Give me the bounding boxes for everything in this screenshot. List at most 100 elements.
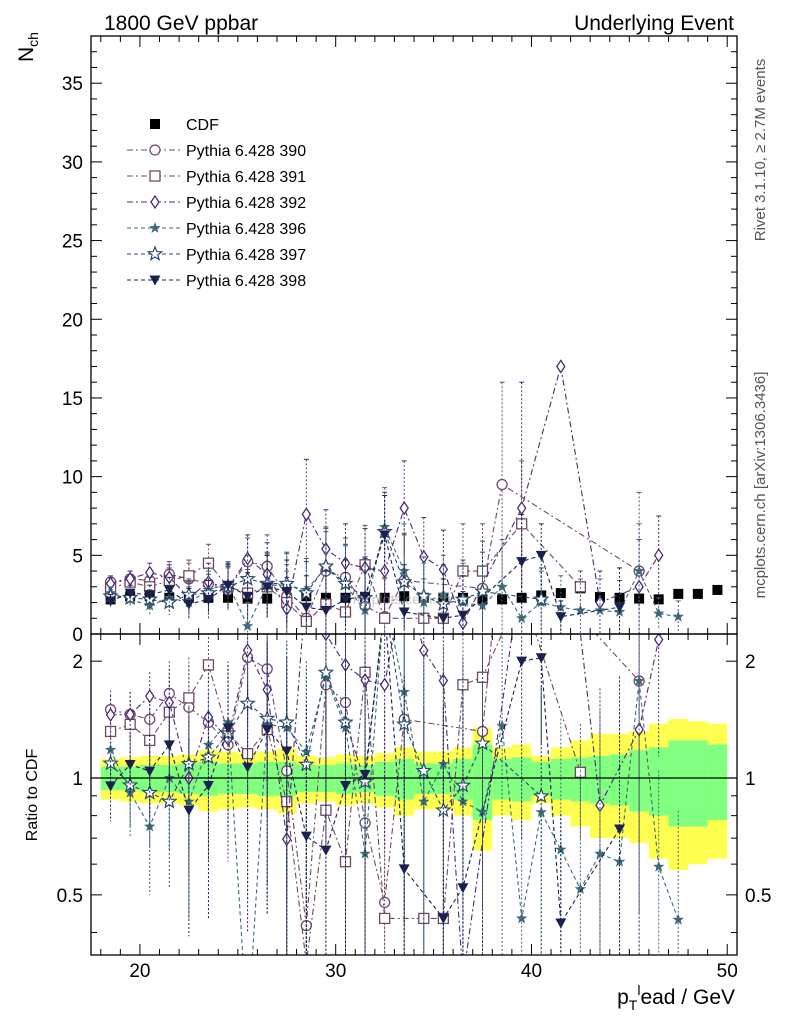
data-point-main xyxy=(535,550,547,561)
data-point-main xyxy=(672,610,684,622)
band-inner xyxy=(707,744,728,820)
band-inner xyxy=(688,740,708,827)
band-inner xyxy=(531,761,552,796)
legend-label: Pythia 6.428 391 xyxy=(186,169,306,186)
data-point-ratio xyxy=(574,883,587,894)
data-point-ratio xyxy=(653,860,665,872)
data-point-ratio xyxy=(160,792,178,809)
legend-entry-p398: Pythia 6.428 398 xyxy=(127,273,306,290)
data-point-main xyxy=(633,565,645,576)
data-point-main xyxy=(301,507,312,522)
y-axis-title-main: Nch xyxy=(15,32,41,62)
data-point-main xyxy=(516,557,528,568)
data-point-ratio xyxy=(222,723,234,734)
legend-label: Pythia 6.428 397 xyxy=(186,247,306,264)
data-point-ratio xyxy=(183,692,195,704)
series-line-ratio xyxy=(110,634,581,955)
data-point-main xyxy=(278,574,295,591)
data-point-ratio xyxy=(396,715,413,732)
band-inner xyxy=(433,763,454,794)
series-line-ratio xyxy=(110,634,542,812)
data-point-ratio xyxy=(454,776,472,793)
data-point-main xyxy=(359,591,371,602)
legend-entry-p397: Pythia 6.428 397 xyxy=(127,245,306,264)
data-point-ratio xyxy=(415,762,432,778)
legend-label: Pythia 6.428 398 xyxy=(186,273,306,290)
data-point-ratio xyxy=(359,769,371,780)
data-point-ratio xyxy=(144,766,156,777)
data-point-main xyxy=(144,599,156,611)
data-point-main xyxy=(653,607,665,619)
data-point-main xyxy=(399,500,409,516)
data-point-ratio xyxy=(105,707,116,723)
x-axis-title-rest: ead / GeV xyxy=(640,986,735,1009)
x-axis-title-subscript: T xyxy=(629,997,638,1013)
data-point-ratio xyxy=(258,710,276,726)
data-point-main xyxy=(379,563,390,579)
data-point-main xyxy=(202,594,214,605)
legend-label: Pythia 6.428 390 xyxy=(186,143,306,160)
data-point-main xyxy=(124,588,136,599)
legend-marker xyxy=(150,119,160,129)
y-tick-label-main: 30 xyxy=(62,153,83,174)
data-point-main xyxy=(437,613,449,624)
data-point-main xyxy=(144,590,156,601)
data-point-ratio xyxy=(359,847,371,859)
data-point-ratio xyxy=(261,725,273,736)
band-inner xyxy=(668,740,689,827)
legend-label: Pythia 6.428 392 xyxy=(186,195,306,212)
axes-layer: 20 30 40 50 0 5 10 15 20 25 30 35 0.5 0.5 1 1 2 2 Nch Ratio… xyxy=(15,32,771,1013)
data-point-main xyxy=(261,582,273,593)
band-inner xyxy=(609,754,630,806)
legend-label: CDF xyxy=(186,117,219,134)
y-tick-label-ratio-left: 1 xyxy=(72,769,83,790)
y-tick-label-ratio-right: 1 xyxy=(745,769,756,790)
mcplots-reference-label: mcplots.cern.ch [arXiv:1306.3436] xyxy=(752,372,769,599)
data-point-main xyxy=(692,588,703,599)
data-point-ratio xyxy=(163,740,175,751)
data-point-main xyxy=(337,574,354,591)
band-inner xyxy=(492,758,512,800)
data-point-ratio xyxy=(300,831,312,842)
data-point-main xyxy=(474,582,491,599)
data-point-main xyxy=(653,548,664,563)
series-line-main xyxy=(110,532,620,619)
y-tick-label-main: 5 xyxy=(72,546,83,567)
data-point-ratio xyxy=(457,795,469,807)
data-point-ratio xyxy=(144,689,155,704)
y-tick-label-ratio-right: 0.5 xyxy=(745,886,771,907)
x-axis-title-superscript: l xyxy=(637,982,640,998)
data-point-main xyxy=(317,557,335,574)
y-tick-label-main: 0 xyxy=(72,625,83,646)
data-point-main xyxy=(183,599,195,610)
data-point-ratio xyxy=(356,773,374,789)
data-point-ratio xyxy=(474,734,491,751)
x-tick-label: 50 xyxy=(717,961,738,982)
y-tick-label-main: 35 xyxy=(62,74,83,95)
x-tick-label: 40 xyxy=(521,961,542,982)
data-point-ratio xyxy=(379,677,390,692)
y-tick-label-main: 10 xyxy=(62,468,83,489)
data-point-ratio xyxy=(555,918,567,929)
series-layer xyxy=(102,359,723,955)
data-point-main xyxy=(556,359,566,374)
x-tick-label: 20 xyxy=(129,961,150,982)
data-point-ratio xyxy=(183,805,195,816)
legend-entry-p391: Pythia 6.428 391 xyxy=(127,169,306,186)
data-point-ratio xyxy=(300,746,312,757)
series-p398 xyxy=(105,495,626,955)
x-tick-label: 30 xyxy=(325,961,346,982)
data-point-ratio xyxy=(298,755,315,772)
data-point-ratio xyxy=(418,795,430,807)
legend-marker xyxy=(146,245,164,262)
data-point-ratio xyxy=(672,913,684,925)
data-point-ratio xyxy=(281,746,293,757)
data-point-main xyxy=(163,585,175,596)
data-point-main xyxy=(144,565,155,580)
data-point-ratio xyxy=(533,787,550,804)
data-point-ratio xyxy=(457,883,469,894)
legend-marker xyxy=(149,275,161,286)
data-point-ratio xyxy=(594,847,606,859)
data-point-main xyxy=(241,620,254,631)
